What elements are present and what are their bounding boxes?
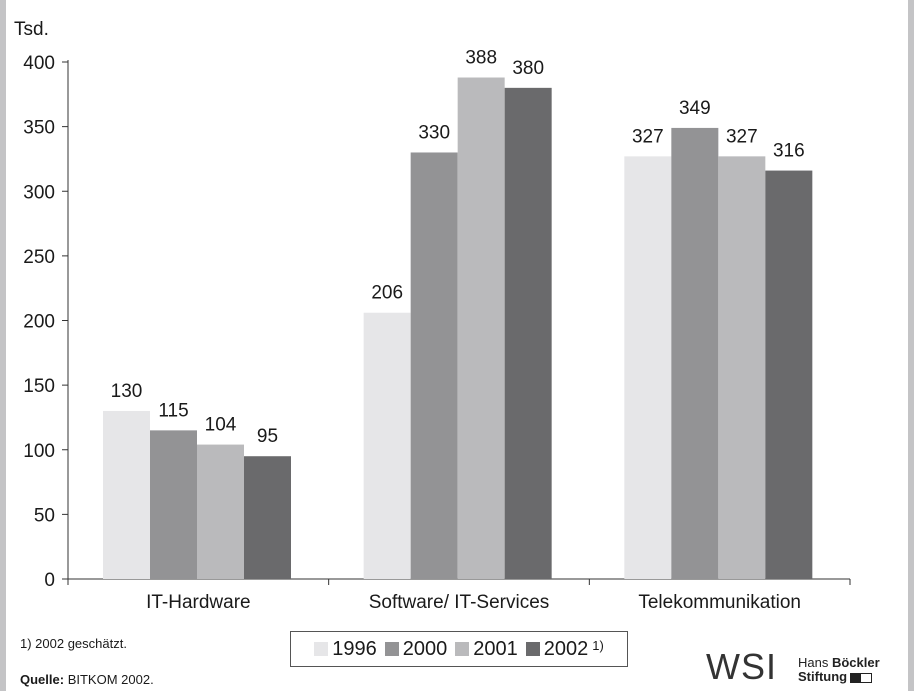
legend-label: 2002 (543, 637, 589, 660)
bar (504, 87, 552, 579)
data-label: 327 (726, 126, 758, 147)
legend-item: 2000 (384, 637, 448, 661)
y-tick-label: 250 (23, 247, 55, 268)
chart-panel: Tsd. 0 50 100 150 200 250 300 350 400 IT-Hardware S… (6, 0, 908, 691)
legend-swatch (314, 642, 329, 656)
hbs-logo-mark (850, 672, 873, 683)
bars: 130 115 104 95 206 330 388 380 327 349 327 316 (103, 48, 813, 580)
x-tick-label: Telekommunikation (638, 592, 801, 613)
data-label: 316 (773, 141, 805, 162)
source-label: Quelle: (20, 672, 65, 687)
bar (244, 456, 291, 579)
bar (410, 152, 458, 579)
legend-label: 1996 (332, 637, 377, 660)
bar-chart: Tsd. 0 50 100 150 200 250 300 350 400 IT-Hardware S… (14, 19, 851, 613)
data-label: 104 (205, 415, 237, 436)
bar (150, 430, 197, 579)
source-note: Quelle: BITKOM 2002. (20, 672, 154, 687)
y-tick-label: 350 (23, 118, 55, 139)
y-tick-label: 200 (23, 312, 55, 333)
legend-label: 2000 (402, 637, 448, 660)
bar (363, 312, 411, 579)
hans-boeckler-logo: Hans Böckler Stiftung (798, 656, 880, 684)
legend-swatch (455, 642, 470, 656)
legend-swatch (384, 642, 399, 656)
x-tick-label: Software/ IT-Services (369, 592, 550, 613)
y-tick-label: 400 (23, 53, 55, 74)
data-label: 115 (158, 400, 188, 421)
data-label: 327 (632, 126, 664, 147)
legend-label: 2001 (473, 637, 518, 660)
wsi-logo: WSI (706, 646, 777, 687)
data-label: 95 (257, 426, 278, 447)
y-tick-label: 300 (23, 182, 55, 203)
bar (765, 170, 813, 579)
legend-item: 2001 (455, 638, 518, 661)
hbs-line-2: Stiftung (798, 670, 880, 684)
y-axis-label: Tsd. (14, 19, 49, 40)
bar (624, 156, 672, 580)
data-label: 330 (418, 122, 450, 143)
y-tick-label: 150 (23, 376, 55, 397)
data-label: 388 (465, 48, 497, 69)
legend-footnote-marker: 1) (592, 637, 604, 653)
legend: 1996 2000 2001 2002 1) (290, 631, 628, 667)
source-text: BITKOM 2002. (67, 672, 154, 687)
x-tick-label: IT-Hardware (146, 592, 251, 613)
footnote: 1) 2002 geschätzt. (20, 636, 127, 651)
bar (457, 77, 505, 579)
data-label: 380 (512, 58, 544, 79)
legend-item: 1996 (314, 638, 377, 661)
data-label: 130 (111, 381, 143, 402)
axes: Tsd. 0 50 100 150 200 250 300 350 400 IT-Hardware S… (14, 19, 851, 613)
legend-item: 2002 1) (525, 637, 604, 661)
data-label: 206 (371, 283, 403, 304)
y-tick-label: 100 (23, 441, 55, 462)
bar (671, 127, 719, 579)
bar (103, 410, 150, 579)
y-tick-label: 0 (44, 570, 55, 591)
data-label: 349 (679, 98, 711, 119)
legend-swatch (525, 642, 540, 656)
y-tick-label: 50 (34, 505, 55, 526)
hbs-line-1: Hans Böckler (798, 655, 880, 670)
bar (197, 444, 244, 579)
bar (718, 156, 766, 580)
